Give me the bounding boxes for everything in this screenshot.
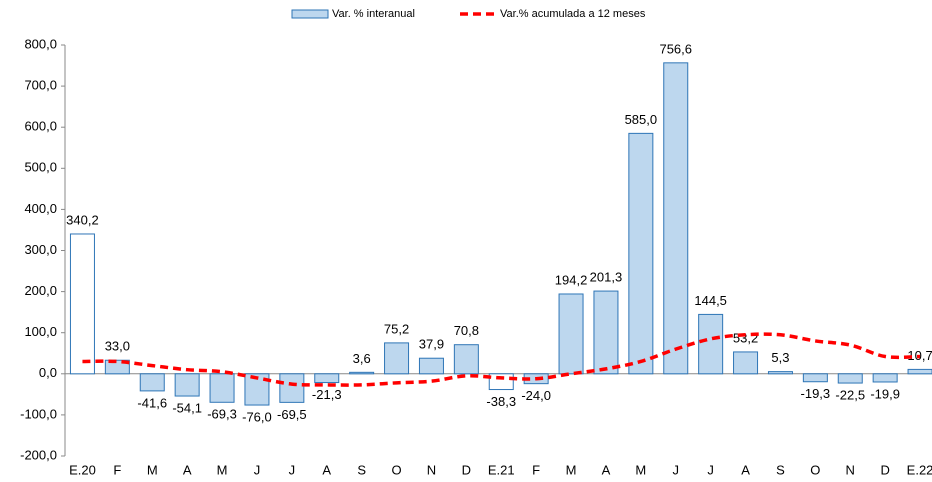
x-tick-label: M bbox=[217, 462, 228, 477]
data-label: -69,5 bbox=[277, 407, 307, 422]
bar bbox=[418, 357, 444, 375]
bar bbox=[593, 290, 619, 375]
bar bbox=[802, 373, 828, 383]
x-tick-label: S bbox=[357, 462, 366, 477]
x-tick-label: M bbox=[635, 462, 646, 477]
data-label: -76,0 bbox=[242, 409, 272, 424]
bar bbox=[453, 344, 479, 375]
x-tick-label: M bbox=[566, 462, 577, 477]
y-tick-label: 0,0 bbox=[39, 365, 57, 380]
bar bbox=[558, 293, 584, 375]
bar bbox=[349, 371, 375, 375]
y-tick-label: 800,0 bbox=[24, 36, 57, 51]
y-tick-label: 200,0 bbox=[24, 283, 57, 298]
data-label: 70,8 bbox=[454, 323, 479, 338]
x-tick-label: E.22 bbox=[907, 462, 932, 477]
x-tick-label: S bbox=[776, 462, 785, 477]
bar bbox=[872, 373, 898, 383]
bar bbox=[837, 373, 863, 384]
x-tick-label: F bbox=[532, 462, 540, 477]
x-tick-label: D bbox=[880, 462, 889, 477]
legend-label: Var. % interanual bbox=[332, 8, 415, 20]
data-label: -69,3 bbox=[207, 407, 237, 422]
x-tick-label: A bbox=[602, 462, 611, 477]
bar bbox=[628, 132, 654, 375]
data-label: 201,3 bbox=[590, 270, 623, 285]
bar bbox=[733, 351, 759, 375]
y-tick-label: 600,0 bbox=[24, 119, 57, 134]
x-tick-label: N bbox=[846, 462, 855, 477]
data-label: -22,5 bbox=[835, 387, 865, 402]
data-label: 75,2 bbox=[384, 321, 409, 336]
data-label: 33,0 bbox=[105, 339, 130, 354]
bar bbox=[209, 373, 235, 403]
y-tick-label: 400,0 bbox=[24, 201, 57, 216]
x-tick-label: J bbox=[673, 462, 680, 477]
data-label: 3,6 bbox=[353, 351, 371, 366]
bar bbox=[69, 233, 95, 375]
data-label: 144,5 bbox=[694, 293, 727, 308]
x-tick-label: A bbox=[322, 462, 331, 477]
x-tick-label: N bbox=[427, 462, 436, 477]
x-tick-label: M bbox=[147, 462, 158, 477]
x-tick-label: F bbox=[113, 462, 121, 477]
x-tick-label: A bbox=[741, 462, 750, 477]
bar bbox=[314, 373, 340, 384]
x-tick-label: J bbox=[707, 462, 714, 477]
data-label: 756,6 bbox=[659, 41, 692, 56]
data-label: 5,3 bbox=[771, 350, 789, 365]
y-tick-label: 500,0 bbox=[24, 160, 57, 175]
x-tick-label: E.21 bbox=[488, 462, 515, 477]
bar bbox=[663, 62, 689, 375]
data-label: -19,3 bbox=[801, 386, 831, 401]
data-label: 194,2 bbox=[555, 272, 588, 287]
bar bbox=[907, 368, 932, 375]
x-tick-label: E.20 bbox=[69, 462, 96, 477]
y-tick-label: 700,0 bbox=[24, 78, 57, 93]
legend-label: Var.% acumulada a 12 meses bbox=[500, 8, 646, 20]
bar bbox=[488, 373, 514, 391]
data-label: -19,9 bbox=[870, 386, 900, 401]
bar bbox=[279, 373, 305, 403]
bar bbox=[174, 373, 200, 397]
data-label: -24,0 bbox=[521, 388, 551, 403]
legend-swatch bbox=[291, 9, 329, 19]
x-tick-label: D bbox=[462, 462, 471, 477]
data-label: -21,3 bbox=[312, 387, 342, 402]
data-label: 37,9 bbox=[419, 337, 444, 352]
data-label: 340,2 bbox=[66, 212, 99, 227]
bar bbox=[384, 342, 410, 375]
x-tick-label: J bbox=[254, 462, 261, 477]
line bbox=[82, 332, 921, 387]
y-tick-label: -100,0 bbox=[20, 406, 57, 421]
bar bbox=[698, 313, 724, 375]
x-tick-label: A bbox=[183, 462, 192, 477]
y-tick-label: 300,0 bbox=[24, 242, 57, 257]
x-tick-label: O bbox=[391, 462, 401, 477]
data-label: -54,1 bbox=[172, 400, 202, 415]
y-tick-label: -200,0 bbox=[20, 447, 57, 462]
data-label: 585,0 bbox=[625, 112, 658, 127]
x-tick-label: J bbox=[289, 462, 296, 477]
y-tick-label: 100,0 bbox=[24, 324, 57, 339]
bar bbox=[139, 373, 165, 392]
bar bbox=[767, 371, 793, 375]
x-tick-label: O bbox=[810, 462, 820, 477]
data-label: -41,6 bbox=[137, 395, 167, 410]
data-label: -38,3 bbox=[486, 394, 516, 409]
